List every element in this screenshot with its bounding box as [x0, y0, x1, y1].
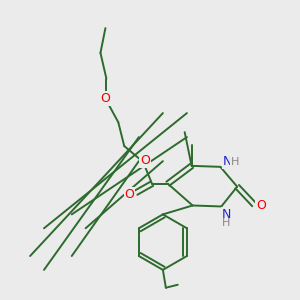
Text: H: H	[222, 218, 230, 228]
Text: H: H	[231, 157, 239, 167]
Text: O: O	[100, 92, 110, 105]
Text: O: O	[256, 199, 266, 212]
Text: N: N	[222, 208, 231, 221]
Text: N: N	[223, 155, 232, 168]
Text: O: O	[124, 188, 134, 201]
Text: O: O	[140, 154, 150, 167]
